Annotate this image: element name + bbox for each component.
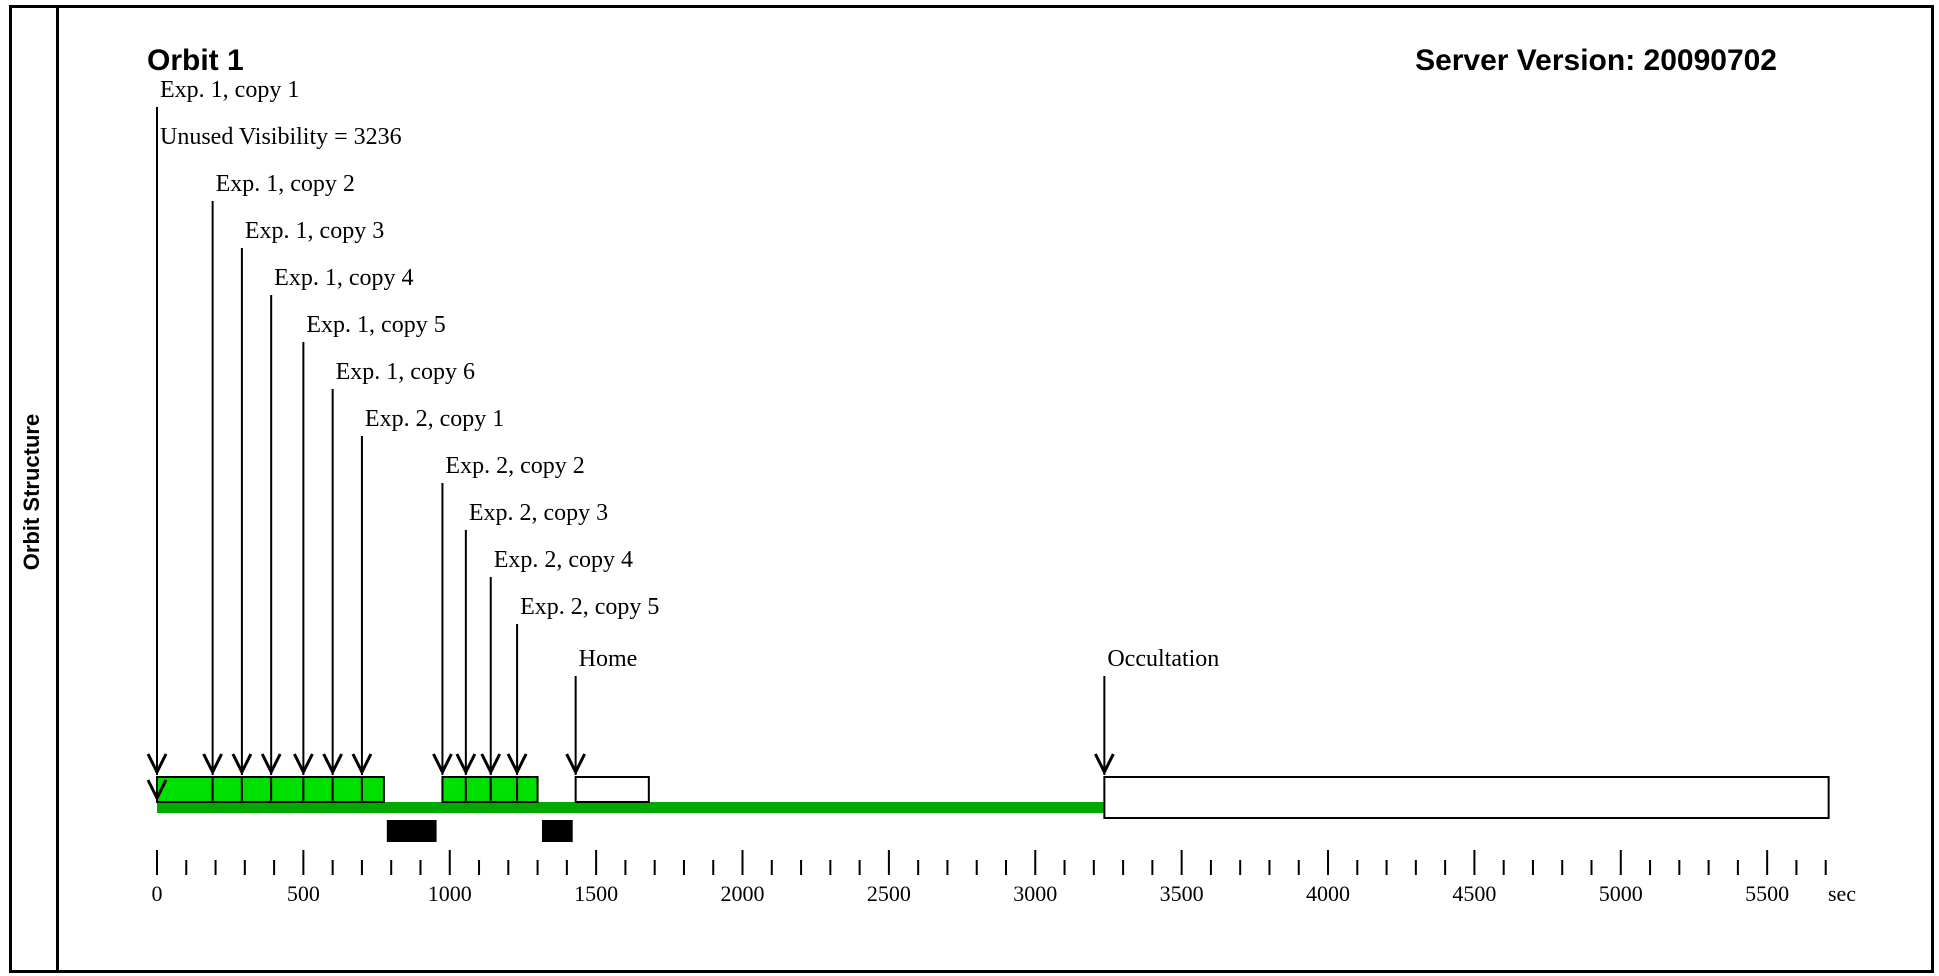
event-label: Exp. 2, copy 4 — [494, 547, 633, 573]
event-label: Unused Visibility = 3236 — [160, 124, 402, 150]
exposure-block — [360, 776, 385, 803]
arrow-head — [231, 753, 253, 776]
home-block — [574, 776, 650, 803]
exposure-block — [331, 776, 363, 803]
black-block — [541, 820, 573, 842]
tick-label: 2500 — [867, 881, 911, 906]
orbit-title: Orbit 1 — [147, 44, 244, 77]
server-version: Server Version: 20090702 — [1415, 44, 1777, 77]
arrow-head — [565, 753, 586, 776]
exposure-block — [516, 776, 539, 803]
arrow-head — [351, 753, 373, 776]
tick-label: 4000 — [1306, 881, 1350, 906]
tick-label: 0 — [152, 881, 163, 906]
arrow-head — [480, 753, 502, 776]
arrow-head — [146, 779, 168, 802]
tick-label: 4500 — [1452, 881, 1496, 906]
event-label: Exp. 1, copy 5 — [306, 312, 445, 338]
tick-label: 1500 — [574, 881, 618, 906]
visibility-bar — [157, 802, 1105, 813]
event-label: Exp. 2, copy 2 — [445, 453, 584, 479]
event-label: Exp. 2, copy 1 — [365, 406, 504, 432]
event-label: Exp. 2, copy 5 — [520, 594, 659, 620]
exposure-block — [489, 776, 519, 803]
tick-label: 3000 — [1013, 881, 1057, 906]
exposure-block — [464, 776, 492, 803]
exposure-block — [270, 776, 305, 803]
event-label: Exp. 1, copy 2 — [216, 171, 355, 197]
tick-label: 500 — [287, 881, 320, 906]
exposure-block — [211, 776, 243, 803]
tick-label: 5000 — [1599, 881, 1643, 906]
arrow-head — [506, 753, 528, 776]
arrow-head — [260, 753, 282, 776]
tick-label: 1000 — [428, 881, 472, 906]
sidebar: Orbit Structure — [12, 8, 59, 970]
event-label: Exp. 2, copy 3 — [469, 500, 608, 526]
arrow-head — [322, 753, 343, 776]
event-label: Exp. 1, copy 4 — [274, 265, 413, 291]
arrow-head — [293, 753, 314, 776]
black-block — [386, 820, 437, 842]
event-label: Exp. 1, copy 1 — [160, 77, 299, 103]
event-label: Exp. 1, copy 3 — [245, 218, 384, 244]
tick-label: 3500 — [1160, 881, 1204, 906]
exposure-block — [240, 776, 273, 803]
arrow-head — [146, 753, 168, 776]
arrow-head — [455, 753, 477, 776]
event-label: Exp. 1, copy 6 — [336, 359, 475, 385]
event-label: Occultation — [1107, 646, 1219, 672]
tick-label: 5500 — [1745, 881, 1789, 906]
axis-unit: sec — [1828, 881, 1856, 906]
exposure-block — [441, 776, 467, 803]
occultation-block — [1103, 776, 1830, 819]
arrow-head — [202, 753, 223, 776]
tick-label: 2000 — [721, 881, 765, 906]
arrow-head — [432, 753, 453, 776]
exposure-block — [302, 776, 334, 803]
arrow-head — [1094, 753, 1115, 776]
event-label: Home — [579, 646, 638, 672]
